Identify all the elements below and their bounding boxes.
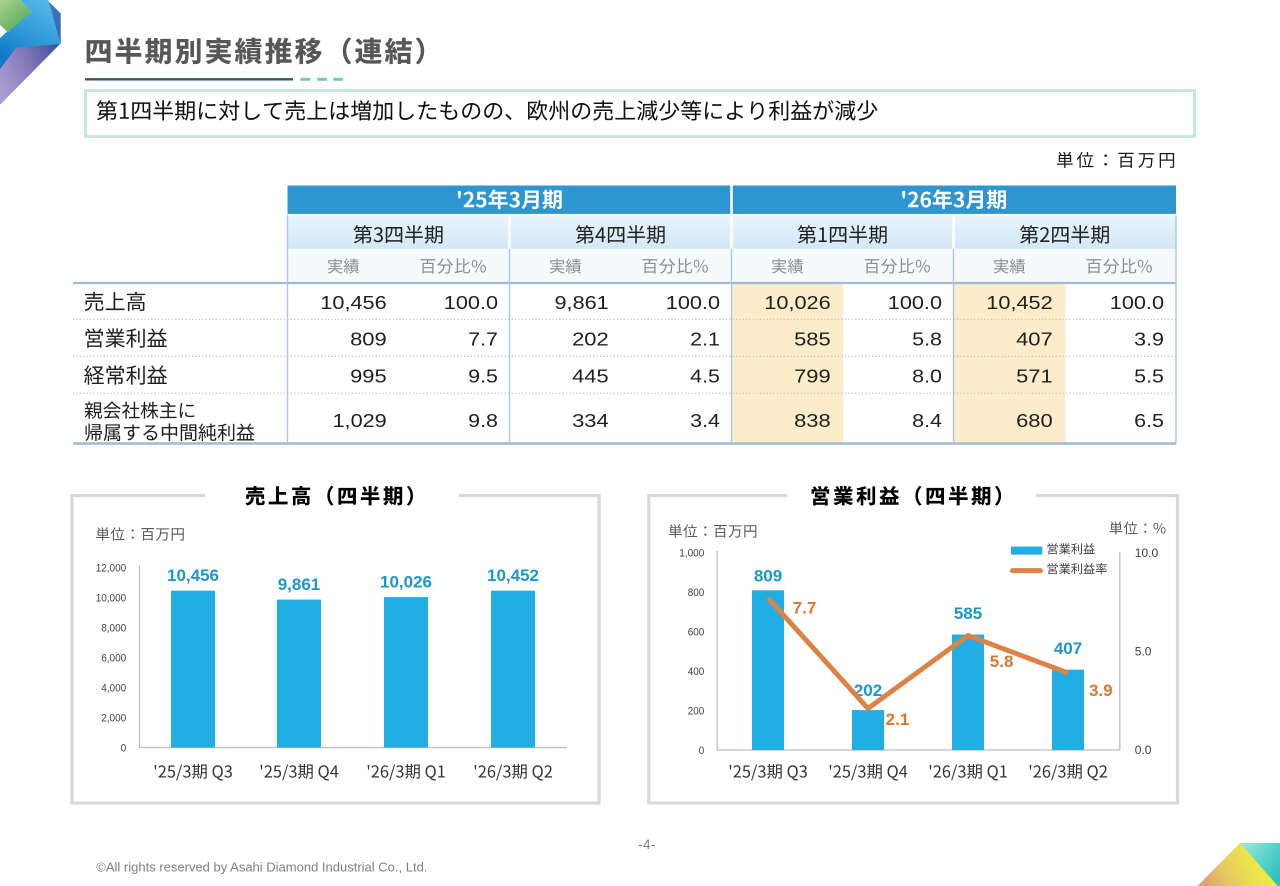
svg-text:100.0: 100.0 — [888, 292, 942, 313]
svg-text:202: 202 — [854, 681, 882, 700]
svg-text:9,861: 9,861 — [555, 292, 609, 313]
svg-text:445: 445 — [572, 366, 609, 387]
svg-text:3.9: 3.9 — [1134, 329, 1164, 350]
svg-text:2,000: 2,000 — [101, 712, 126, 724]
svg-text:9,861: 9,861 — [278, 575, 321, 594]
svg-text:©All rights reserved by Asahi: ©All rights reserved by Asahi Diamond In… — [96, 860, 427, 875]
svg-text:8.4: 8.4 — [912, 410, 942, 431]
svg-text:2.1: 2.1 — [886, 710, 910, 729]
svg-text:7.7: 7.7 — [793, 599, 817, 618]
svg-text:10,452: 10,452 — [487, 566, 539, 585]
svg-text:-4-: -4- — [638, 837, 656, 852]
svg-text:4.5: 4.5 — [690, 366, 720, 387]
svg-text:799: 799 — [794, 366, 831, 387]
svg-text:100.0: 100.0 — [1110, 292, 1164, 313]
svg-text:12,000: 12,000 — [96, 562, 127, 574]
svg-text:0: 0 — [699, 745, 705, 757]
svg-text:0.0: 0.0 — [1135, 743, 1152, 757]
svg-text:800: 800 — [688, 587, 705, 599]
svg-text:100.0: 100.0 — [444, 292, 498, 313]
svg-text:3.4: 3.4 — [690, 410, 720, 431]
svg-text:809: 809 — [350, 329, 387, 350]
svg-text:3.9: 3.9 — [1089, 681, 1113, 700]
svg-text:995: 995 — [350, 366, 387, 387]
svg-text:10.0: 10.0 — [1135, 546, 1159, 560]
svg-text:5.0: 5.0 — [1135, 645, 1152, 659]
svg-text:5.5: 5.5 — [1134, 366, 1164, 387]
svg-text:9.8: 9.8 — [468, 410, 498, 431]
svg-text:10,456: 10,456 — [167, 566, 219, 585]
svg-text:0: 0 — [121, 742, 127, 754]
svg-text:571: 571 — [1016, 366, 1053, 387]
svg-text:680: 680 — [1016, 410, 1053, 431]
svg-text:10,026: 10,026 — [764, 292, 830, 313]
svg-text:600: 600 — [688, 627, 705, 639]
svg-text:407: 407 — [1054, 639, 1082, 658]
svg-text:1,029: 1,029 — [333, 410, 387, 431]
svg-text:10,026: 10,026 — [380, 573, 432, 592]
svg-text:2.1: 2.1 — [690, 329, 720, 350]
svg-text:838: 838 — [794, 410, 831, 431]
svg-text:6.5: 6.5 — [1134, 410, 1164, 431]
svg-text:8.0: 8.0 — [912, 366, 942, 387]
svg-text:10,456: 10,456 — [320, 292, 386, 313]
svg-text:6,000: 6,000 — [101, 652, 126, 664]
svg-text:5.8: 5.8 — [990, 652, 1014, 671]
svg-text:7.7: 7.7 — [468, 329, 498, 350]
svg-text:585: 585 — [794, 329, 831, 350]
svg-text:10,452: 10,452 — [986, 292, 1052, 313]
svg-text:202: 202 — [572, 329, 609, 350]
svg-text:407: 407 — [1016, 329, 1053, 350]
svg-text:9.5: 9.5 — [468, 366, 498, 387]
svg-text:4,000: 4,000 — [101, 682, 126, 694]
svg-text:809: 809 — [754, 566, 782, 585]
svg-text:10,000: 10,000 — [96, 592, 127, 604]
svg-text:334: 334 — [572, 410, 609, 431]
svg-text:200: 200 — [688, 705, 705, 717]
svg-text:400: 400 — [688, 666, 705, 678]
svg-text:8,000: 8,000 — [101, 622, 126, 634]
svg-text:5.8: 5.8 — [912, 329, 942, 350]
svg-text:1,000: 1,000 — [679, 548, 704, 560]
svg-text:585: 585 — [954, 604, 982, 623]
svg-text:100.0: 100.0 — [666, 292, 720, 313]
